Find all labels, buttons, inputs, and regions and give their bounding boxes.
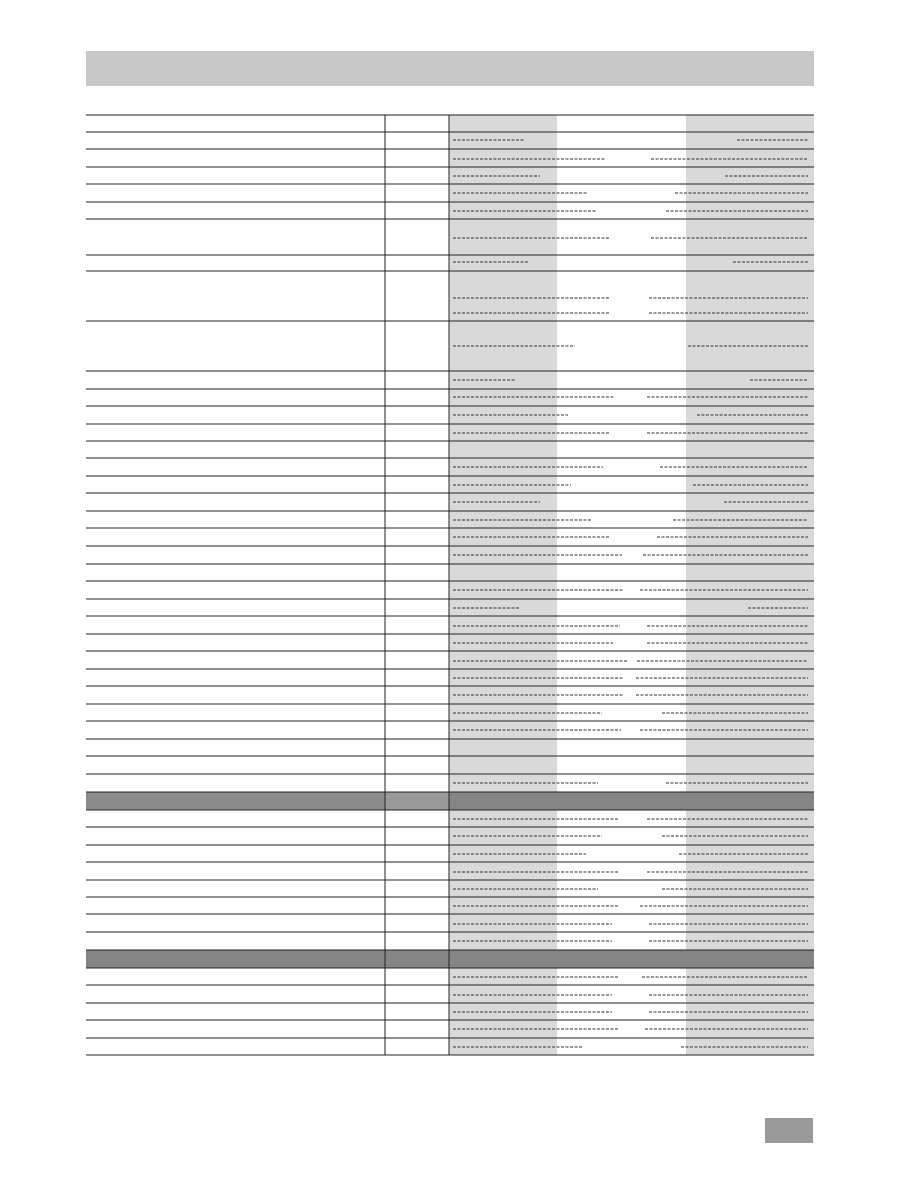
section-header [86, 950, 814, 968]
shaded-column [686, 115, 814, 1055]
page-number-box [765, 1118, 813, 1143]
section-header [385, 792, 449, 810]
section-header [449, 792, 814, 810]
shaded-column [449, 115, 557, 1055]
section-header [86, 792, 385, 810]
header-bar [86, 51, 814, 86]
